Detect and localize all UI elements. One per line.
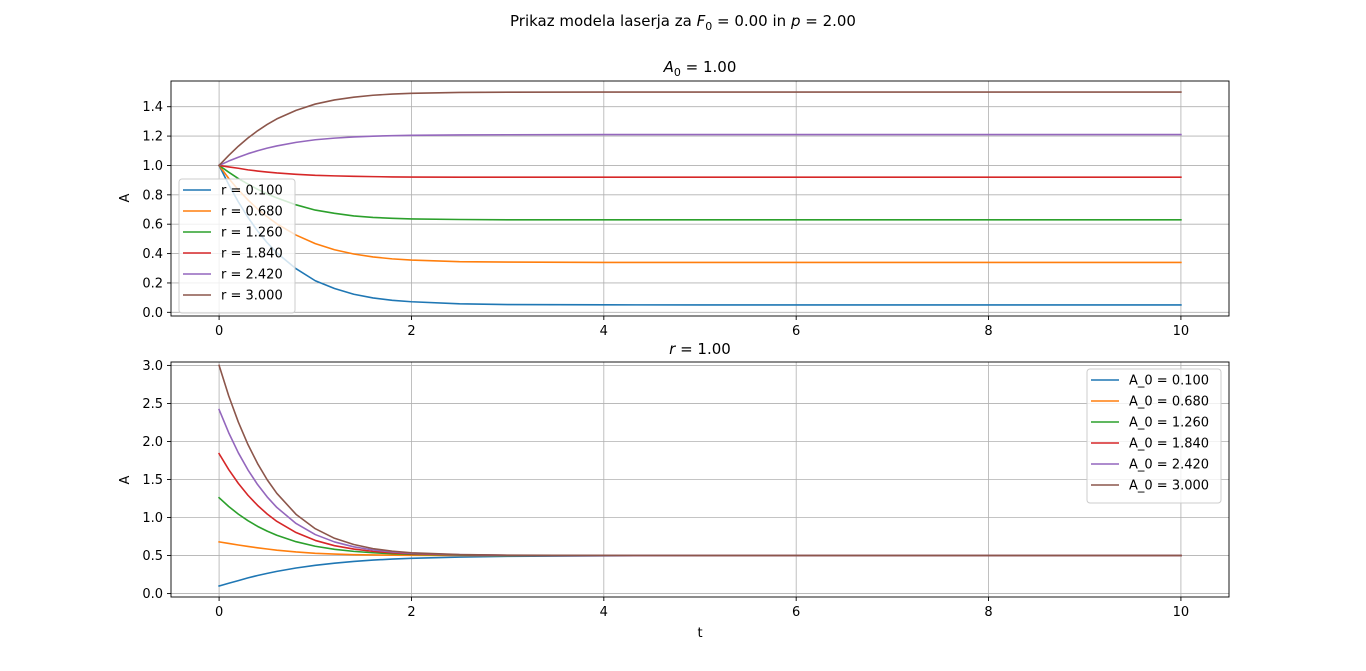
subplot-bottom-ytick-label: 0.0 [142,587,163,602]
subplot-top-series-line-4 [218,164,1182,178]
subplot-bottom-legend-label: A_0 = 0.100 [1129,374,1209,389]
subplot-top-xtick-label: 8 [984,324,992,339]
subplot-bottom-xlabel: t [697,626,702,641]
subplot-bottom-series-line-6 [218,364,1182,557]
subplot-bottom-ytick-label: 2.0 [142,435,163,450]
subplot-top-legend-label: r = 3.000 [221,289,283,304]
subplot-bottom-ytick-label: 0.5 [142,549,163,564]
subplot-bottom-legend-label: A_0 = 3.000 [1129,479,1209,494]
subplot-top-legend-label: r = 0.680 [221,205,283,220]
subplot-bottom-legend-label: A_0 = 0.680 [1129,395,1209,410]
subplot-top-ytick-label: 1.4 [142,100,163,115]
subplot-bottom-ytick-label: 1.5 [142,473,163,488]
subplot-top-legend-label: r = 0.100 [221,184,283,199]
figure-title: Prikaz modela laserja za F0 = 0.00 in p … [510,12,856,33]
subplot-bottom-xtick-label: 10 [1173,605,1190,620]
subplot-top-ytick-label: 0.4 [142,247,163,262]
subplot-bottom-xtick-label: 8 [984,605,992,620]
subplot-top-ylabel: A [118,193,133,202]
subplot-top-xtick-label: 2 [407,324,415,339]
subplot-top-xtick-label: 0 [215,324,223,339]
subplot-bottom-ytick-label: 2.5 [142,397,163,412]
subplot-top-legend-label: r = 2.420 [221,268,283,283]
subplot-bottom-xtick-label: 6 [792,605,800,620]
subplot-top-plot-area: 0 2 4 6 8 10 0.0 0.2 0.4 0.6 0.8 1.0 1.2 1.4 r = 0.100… [142,80,1230,339]
subplot-top-xtick-label: 10 [1173,324,1190,339]
subplot-top-ytick-label: 0.6 [142,218,163,233]
subplot-bottom-ytick-label: 3.0 [142,359,163,374]
subplot-bottom-legend-box [1086,368,1222,504]
subplot-bottom-ytick-label: 1.0 [142,511,163,526]
subplot-top-ytick-label: 0.2 [142,276,163,291]
subplot-bottom-legend-label: A_0 = 2.420 [1129,458,1209,473]
subplot-bottom-legend: A_0 = 0.100 A_0 = 0.680 A_0 = 1.260 A_0 = 1… [1086,368,1222,504]
subplot-top-title: A0 = 1.00 [663,58,737,79]
subplot-bottom-title: r = 1.00 [669,340,731,358]
subplot-top-xtick-label: 6 [792,324,800,339]
subplot-top-ytick-label: 1.2 [142,130,163,145]
subplot-bottom-xtick-label: 0 [215,605,223,620]
subplot-top-legend-label: r = 1.260 [221,226,283,241]
subplot-top-legend-label: r = 1.840 [221,247,283,262]
subplot-top: A0 = 1.00 A 0 2 4 6 8 10 0.0 0.2 0.4 0.6 0.8 1.0 1.2… [118,58,1230,339]
subplot-top-legend: r = 0.100 r = 0.680 r = 1.260 r = 1.840 r = … [178,178,296,314]
subplot-top-series-line-6 [217,91,1182,167]
subplot-bottom-legend-label: A_0 = 1.840 [1129,437,1209,452]
subplot-bottom-ylabel: A [118,475,133,484]
subplot-top-ytick-label: 1.0 [142,159,163,174]
subplot-top-xtick-label: 4 [600,324,608,339]
subplot-bottom: r = 1.00 A t 0 2 4 6 8 10 0.0 0.5 1.0 1.5 2.0 2.5 3.… [118,340,1230,641]
subplot-bottom-xtick-label: 2 [407,605,415,620]
subplot-top-ytick-label: 0.8 [142,188,163,203]
subplot-bottom-legend-label: A_0 = 1.260 [1129,416,1209,431]
subplot-top-legend-box [178,178,296,314]
subplot-top-axes-frame [170,80,1230,317]
subplot-bottom-xtick-label: 4 [600,605,608,620]
subplot-top-series-line-5 [218,133,1182,167]
subplot-top-ytick-label: 0.0 [142,306,163,321]
subplot-bottom-plot-area: 0 2 4 6 8 100.00.51.01.52.02.53.0A_0 = 0.100A… [142,359,1230,620]
